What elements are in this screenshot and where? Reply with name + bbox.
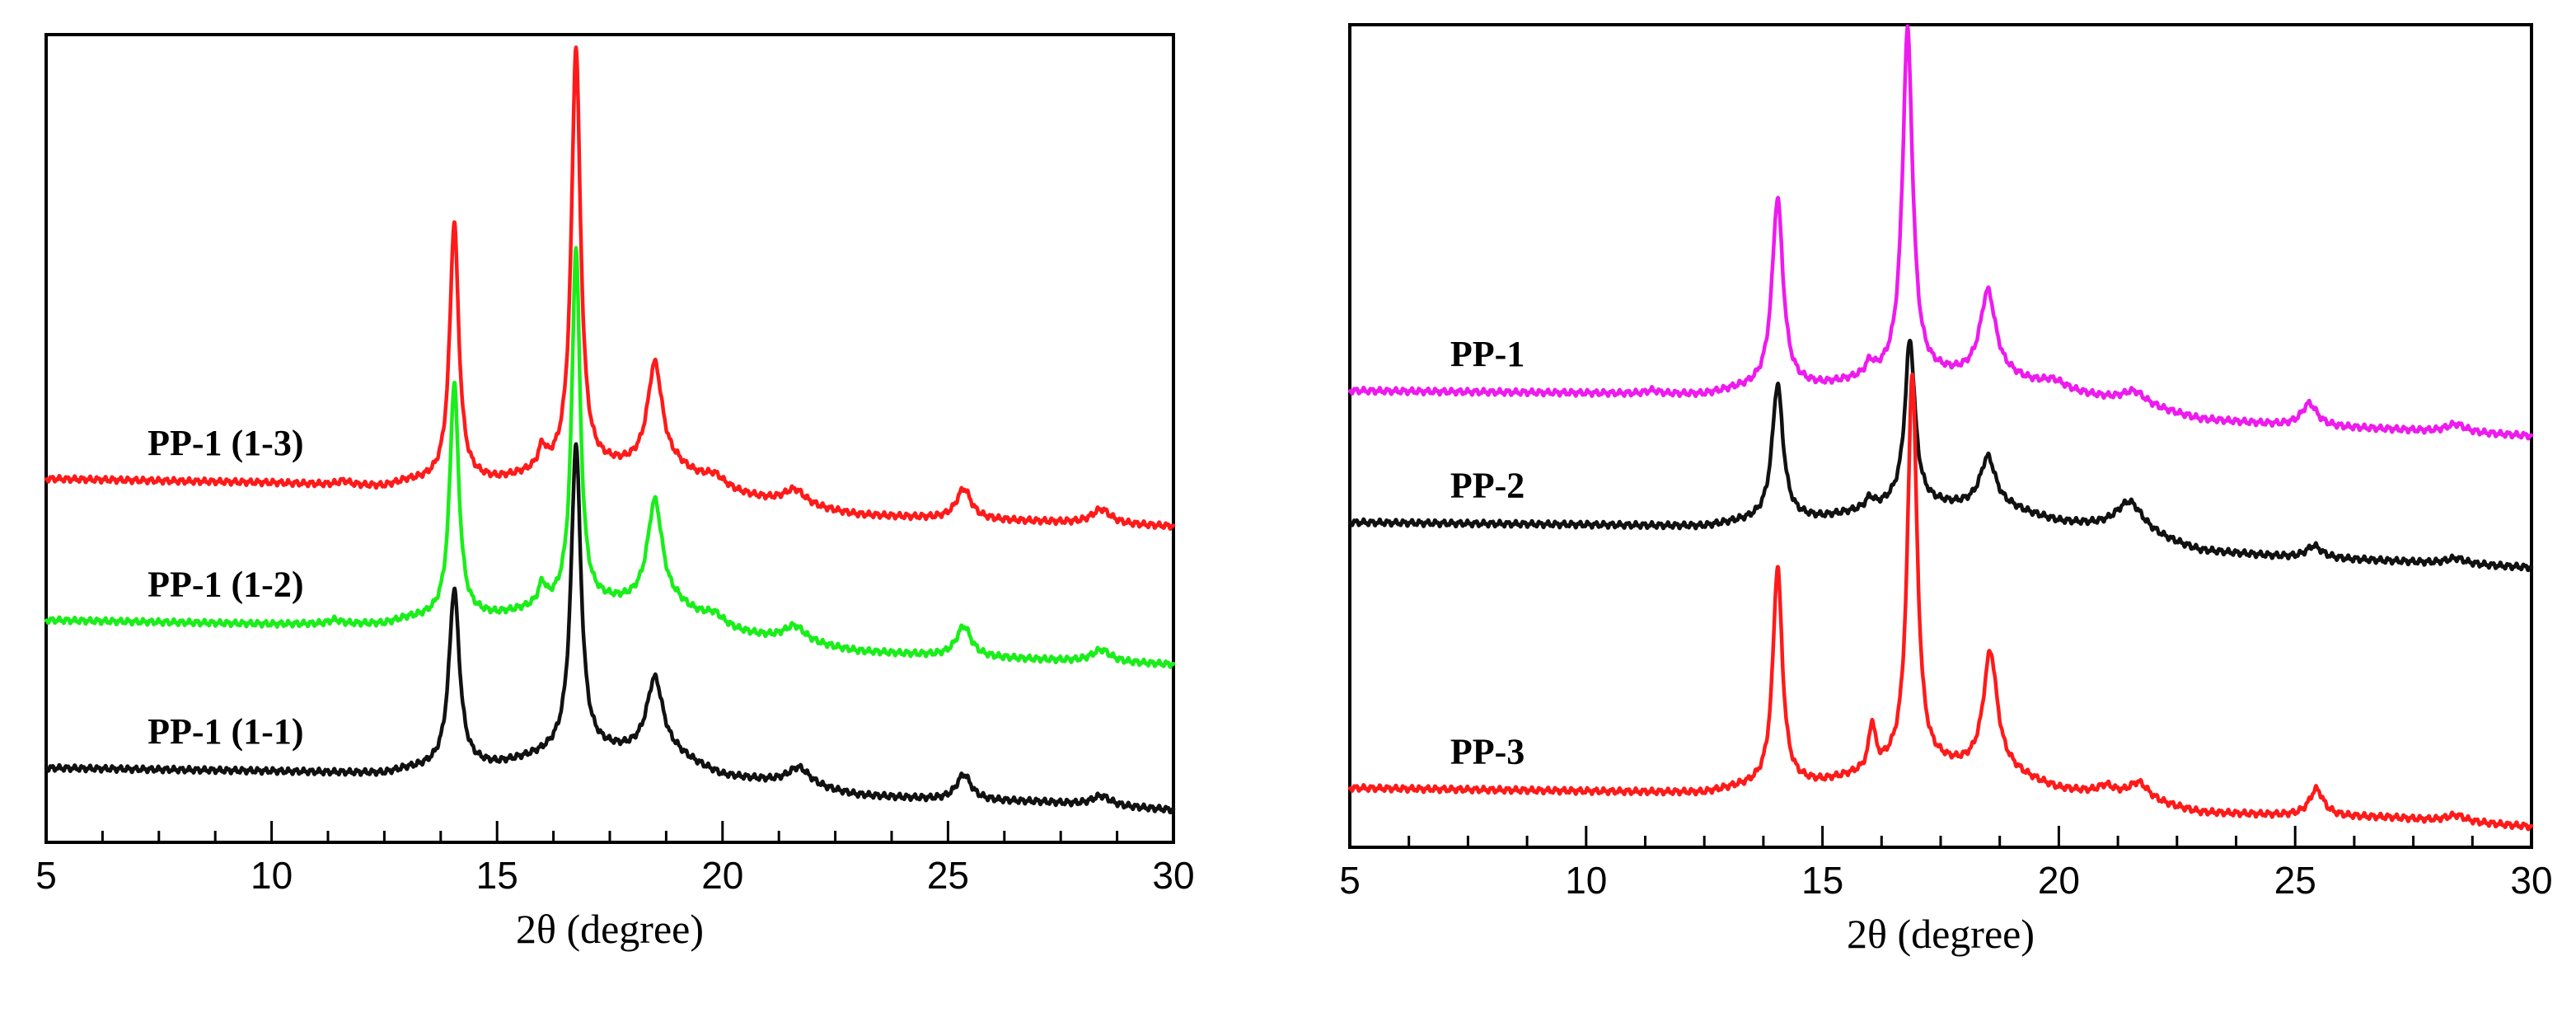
x-axis-title: 2θ (degree) <box>516 906 704 952</box>
series-line-pp-1-1-2 <box>44 246 1176 669</box>
series-label: PP-1 (1-2) <box>148 564 303 604</box>
x-tick-label: 30 <box>1152 854 1194 897</box>
x-tick-label: 15 <box>476 854 518 897</box>
x-axis-title: 2θ (degree) <box>1847 911 2035 957</box>
series-label: PP-2 <box>1450 466 1525 506</box>
x-tick-label: 30 <box>2510 859 2552 902</box>
x-tick-label: 10 <box>1565 859 1607 902</box>
series-line-pp-2 <box>1347 338 2534 573</box>
series-line-pp-1-1-1 <box>44 442 1176 815</box>
x-tick-label: 5 <box>1339 859 1361 902</box>
x-tick-label: 25 <box>2274 859 2316 902</box>
series-line-pp-3 <box>1347 372 2534 832</box>
x-tick-label: 20 <box>701 854 743 897</box>
series-label: PP-3 <box>1450 732 1525 772</box>
x-tick-label: 25 <box>927 854 969 897</box>
series-label: PP-1 (1-1) <box>148 711 303 752</box>
series-line-pp-1-1-3 <box>44 45 1176 532</box>
x-tick-label: 15 <box>1801 859 1843 902</box>
x-tick-label: 10 <box>251 854 293 897</box>
x-tick-label: 20 <box>2038 859 2080 902</box>
right-chart-panel: 5 10 15 20 25 30 2θ (degree) PP-1 PP-2 PP-3 <box>1339 23 2553 957</box>
plot-frame <box>1348 23 2533 849</box>
x-tick-label: 5 <box>35 854 57 897</box>
left-chart-panel: 5 10 15 20 25 30 2θ (degree) PP-1 (1-3) PP-1 (1-… <box>35 33 1195 952</box>
series-label: PP-1 <box>1450 334 1525 374</box>
series-line-pp-1 <box>1347 24 2534 441</box>
series-label: PP-1 (1-3) <box>148 423 303 463</box>
